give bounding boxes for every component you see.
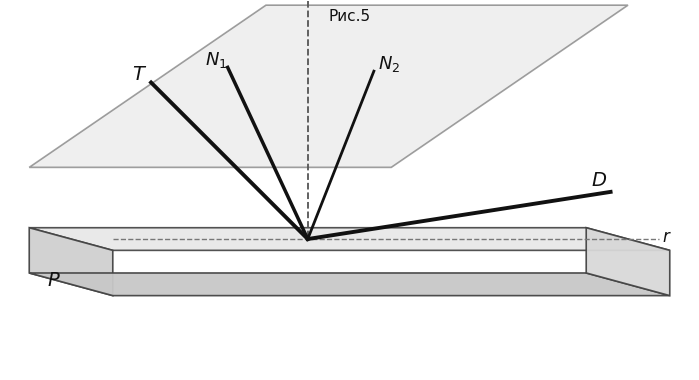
Text: Рис.5: Рис.5 <box>329 9 370 24</box>
Text: T: T <box>133 65 145 84</box>
Text: P: P <box>48 271 59 290</box>
Polygon shape <box>586 228 670 296</box>
Polygon shape <box>29 228 670 250</box>
Text: $N_1$: $N_1$ <box>205 50 227 70</box>
Polygon shape <box>29 273 670 296</box>
Text: D: D <box>591 171 606 190</box>
Polygon shape <box>29 228 113 296</box>
Text: $N_2$: $N_2$ <box>378 54 401 74</box>
Text: r: r <box>663 228 670 246</box>
Polygon shape <box>29 5 628 167</box>
